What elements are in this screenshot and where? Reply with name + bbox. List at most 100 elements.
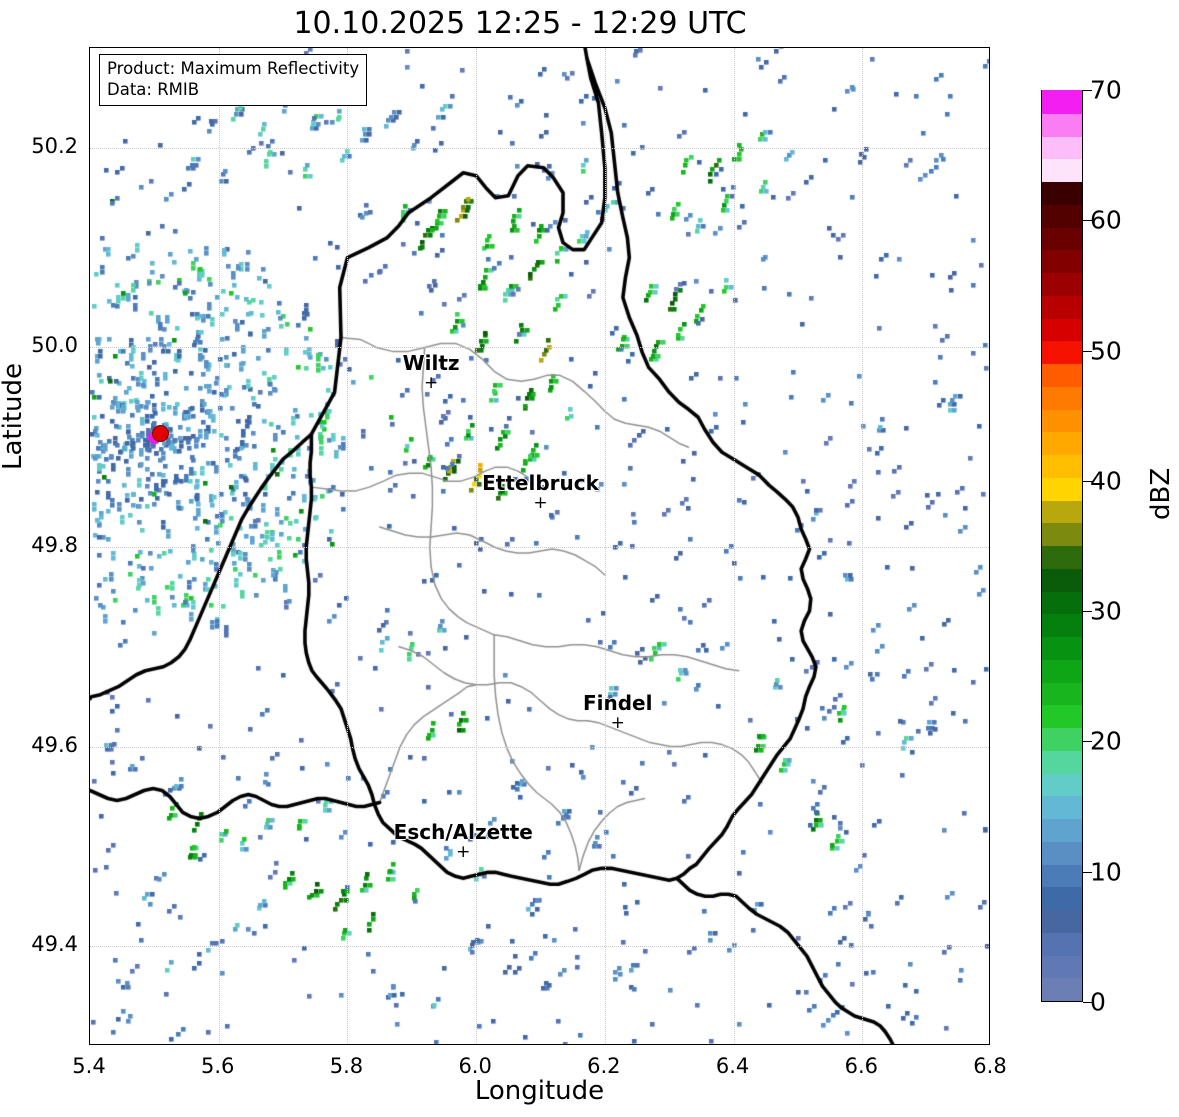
colorbar-segment <box>1042 453 1082 478</box>
x-tick-label: 6.2 <box>587 1054 621 1078</box>
colorbar-segment <box>1042 908 1082 933</box>
colorbar-segment <box>1042 408 1082 433</box>
colorbar-segment <box>1042 226 1082 251</box>
colorbar-tick-label: 50 <box>1090 336 1122 366</box>
colorbar-tick-label: 40 <box>1090 466 1122 496</box>
colorbar-tick-mark <box>1083 611 1092 613</box>
colorbar-segment <box>1042 476 1082 501</box>
grid-line-horizontal <box>90 347 989 349</box>
grid-line-vertical <box>733 48 735 1044</box>
colorbar-segment <box>1042 635 1082 660</box>
y-tick-label: 49.4 <box>31 932 78 957</box>
radar-map-plot[interactable]: Wiltz + Ettelbruck + Findel + Esch/Alzette + Pr… <box>89 47 990 1045</box>
y-tick-mark <box>89 747 90 748</box>
radar-site-dot <box>152 425 170 443</box>
colorbar-segment <box>1042 840 1082 865</box>
info-data-line: Data: RMIB <box>107 80 200 100</box>
grid-line-horizontal <box>90 147 989 149</box>
city-label-ettelbruck: Ettelbruck + <box>482 471 599 514</box>
city-label-findel: Findel + <box>582 690 653 733</box>
colorbar-tick-mark <box>1083 741 1092 743</box>
y-tick-mark <box>89 148 90 149</box>
radar-reflectivity-canvas <box>90 48 989 1044</box>
x-tick-label: 6.8 <box>973 1054 1007 1078</box>
colorbar-segment <box>1042 772 1082 797</box>
colorbar-tick-label: 60 <box>1090 205 1122 235</box>
colorbar-segment <box>1042 385 1082 410</box>
city-marker-plus-icon: + <box>456 842 471 863</box>
y-tick-label: 49.6 <box>31 732 78 757</box>
colorbar-segment <box>1042 294 1082 319</box>
city-label-esch-alzette: Esch/Alzette + <box>393 820 533 863</box>
colorbar-segment <box>1042 658 1082 683</box>
grid-line-horizontal <box>90 746 989 748</box>
x-tick-label: 6.0 <box>458 1054 492 1078</box>
colorbar-tick-label: 10 <box>1090 857 1122 887</box>
x-tick-label: 6.6 <box>844 1054 878 1078</box>
colorbar-tick-mark <box>1083 350 1092 352</box>
colorbar-segment <box>1042 795 1082 819</box>
colorbar-segment <box>1042 544 1082 569</box>
colorbar-tick-mark <box>1083 220 1092 222</box>
x-tick-mark <box>862 1044 863 1045</box>
x-tick-label: 5.8 <box>329 1054 364 1078</box>
y-tick-mark <box>89 347 90 348</box>
colorbar-segment <box>1042 431 1082 455</box>
colorbar-tick-label: 30 <box>1090 596 1122 626</box>
x-tick-label: 6.4 <box>715 1054 750 1078</box>
colorbar-segment <box>1042 180 1082 205</box>
colorbar-segment <box>1042 954 1082 979</box>
colorbar-tick-mark <box>1083 480 1092 482</box>
colorbar-segment <box>1042 522 1082 546</box>
city-label-wiltz: Wiltz + <box>402 351 460 394</box>
city-marker-plus-icon: + <box>610 712 625 733</box>
grid-line-vertical <box>347 48 349 1044</box>
colorbar <box>1041 89 1083 1002</box>
x-tick-label: 5.4 <box>72 1054 106 1078</box>
colorbar-segment <box>1042 613 1082 637</box>
colorbar-segment <box>1042 249 1082 273</box>
info-product-line: Product: Maximum Reflectivity <box>107 59 360 78</box>
colorbar-label: dBZ <box>1146 467 1176 520</box>
city-marker-plus-icon: + <box>423 373 439 394</box>
y-tick-label: 49.8 <box>31 533 78 557</box>
product-info-box: Product: Maximum Reflectivity Data: RMIB <box>99 54 368 106</box>
colorbar-segment <box>1042 590 1082 615</box>
colorbar-segment <box>1042 977 1082 1001</box>
city-name: Esch/Alzette <box>393 820 533 845</box>
page-title: 10.10.2025 12:25 - 12:29 UTC <box>293 6 747 41</box>
y-tick-label: 50.2 <box>31 133 78 158</box>
colorbar-segment <box>1042 317 1082 342</box>
colorbar-segment <box>1042 135 1082 160</box>
colorbar-segment <box>1042 567 1082 592</box>
colorbar-segment <box>1042 749 1082 774</box>
colorbar-tick-label: 0 <box>1090 987 1106 1017</box>
colorbar-segment <box>1042 817 1082 842</box>
colorbar-segment <box>1042 886 1082 910</box>
x-tick-mark <box>605 1044 606 1045</box>
grid-line-horizontal <box>90 547 989 548</box>
colorbar-segment <box>1042 112 1082 137</box>
x-tick-mark <box>990 1044 991 1045</box>
colorbar-tick-label: 20 <box>1090 726 1122 756</box>
grid-line-vertical <box>604 48 606 1044</box>
city-marker-plus-icon: + <box>533 493 548 514</box>
city-name: Ettelbruck <box>482 471 599 496</box>
colorbar-segment <box>1042 158 1082 182</box>
colorbar-segment <box>1042 499 1082 524</box>
x-tick-mark <box>90 1044 91 1045</box>
colorbar-segment <box>1042 931 1082 956</box>
city-name: Wiltz <box>402 351 460 376</box>
x-tick-label: 5.6 <box>201 1054 235 1078</box>
y-tick-mark <box>89 547 90 548</box>
colorbar-tick-mark <box>1083 90 1092 91</box>
colorbar-segment <box>1042 271 1082 296</box>
plot-inner <box>90 48 989 1044</box>
x-tick-mark <box>347 1044 348 1045</box>
x-axis-title: Longitude <box>474 1076 605 1106</box>
x-tick-mark <box>476 1044 477 1045</box>
city-name: Findel <box>582 690 653 715</box>
colorbar-tick-mark <box>1083 871 1092 873</box>
colorbar-segment <box>1042 704 1082 728</box>
colorbar-segment <box>1042 203 1082 228</box>
